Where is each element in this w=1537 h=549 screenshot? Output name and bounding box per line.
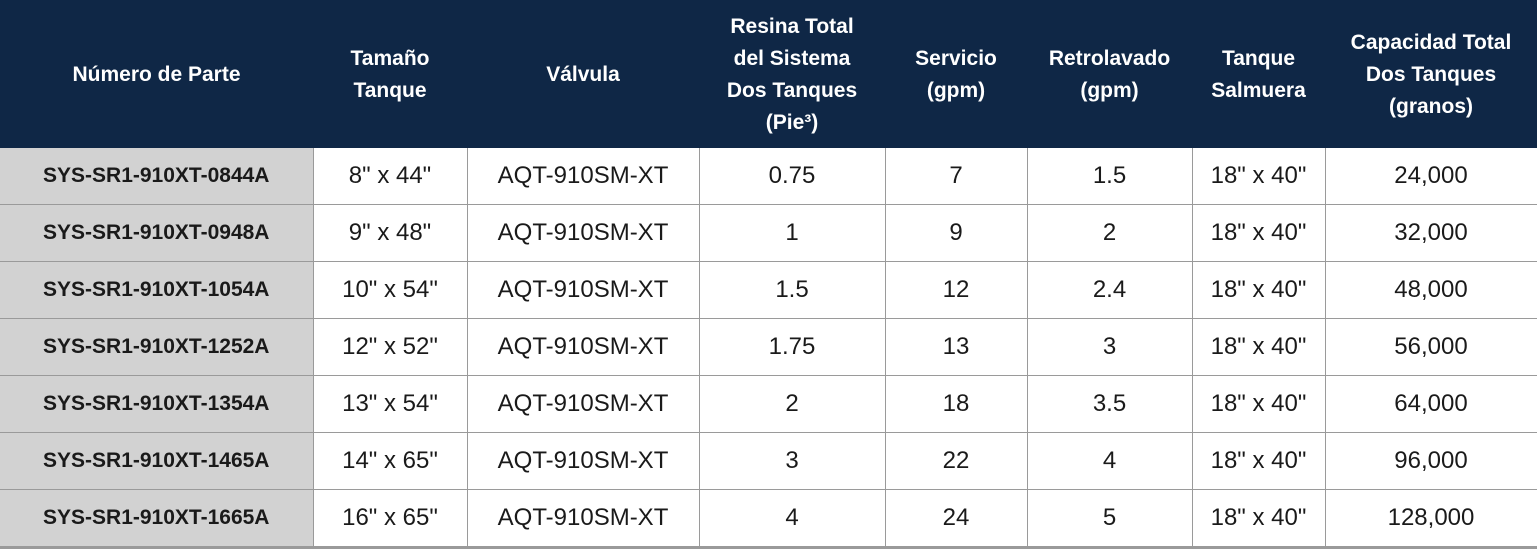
brine-tank-cell: 18" x 40" [1191,489,1325,549]
brine-tank-cell: 18" x 40" [1191,148,1325,205]
table-row: SYS-SR1-910XT-1354A 13" x 54" AQT-910SM-… [0,375,1537,433]
tank-size-cell: 16" x 65" [312,489,467,549]
tank-size-cell: 13" x 54" [312,375,467,433]
capacity-cell: 96,000 [1324,432,1537,490]
part-number-cell: SYS-SR1-910XT-1465A [0,432,313,490]
brine-tank-cell: 18" x 40" [1191,432,1325,490]
capacity-cell: 48,000 [1324,261,1537,319]
resin-cell: 4 [698,489,885,549]
part-number-cell: SYS-SR1-910XT-1354A [0,375,313,433]
capacity-cell: 24,000 [1324,148,1537,205]
header-total-resin: Resina Total del Sistema Dos Tanques (Pi… [699,0,885,148]
part-number-cell: SYS-SR1-910XT-1054A [0,261,313,319]
backwash-cell: 5 [1026,489,1192,549]
header-valve: Válvula [467,0,699,148]
service-cell: 22 [884,432,1027,490]
valve-cell: AQT-910SM-XT [466,375,699,433]
brine-tank-cell: 18" x 40" [1191,261,1325,319]
header-service-flow: Servicio (gpm) [885,0,1027,148]
resin-cell: 0.75 [698,148,885,205]
table-header-row: Número de Parte Tamaño Tanque Válvula Re… [0,0,1537,148]
part-number-cell: SYS-SR1-910XT-0844A [0,148,313,205]
valve-cell: AQT-910SM-XT [466,489,699,549]
table-row: SYS-SR1-910XT-1054A 10" x 54" AQT-910SM-… [0,261,1537,319]
header-brine-tank: Tanque Salmuera [1192,0,1325,148]
resin-cell: 3 [698,432,885,490]
brine-tank-cell: 18" x 40" [1191,375,1325,433]
brine-tank-cell: 18" x 40" [1191,204,1325,262]
tank-size-cell: 12" x 52" [312,318,467,376]
service-cell: 13 [884,318,1027,376]
valve-cell: AQT-910SM-XT [466,261,699,319]
backwash-cell: 2.4 [1026,261,1192,319]
resin-cell: 1.75 [698,318,885,376]
header-total-capacity: Capacidad Total Dos Tanques (granos) [1325,0,1537,148]
valve-cell: AQT-910SM-XT [466,432,699,490]
brine-tank-cell: 18" x 40" [1191,318,1325,376]
header-tank-size: Tamaño Tanque [313,0,467,148]
table-row: SYS-SR1-910XT-1665A 16" x 65" AQT-910SM-… [0,489,1537,549]
resin-cell: 1 [698,204,885,262]
backwash-cell: 4 [1026,432,1192,490]
backwash-cell: 1.5 [1026,148,1192,205]
service-cell: 18 [884,375,1027,433]
tank-size-cell: 9" x 48" [312,204,467,262]
table-row: SYS-SR1-910XT-1252A 12" x 52" AQT-910SM-… [0,318,1537,376]
valve-cell: AQT-910SM-XT [466,148,699,205]
tank-size-cell: 8" x 44" [312,148,467,205]
capacity-cell: 64,000 [1324,375,1537,433]
service-cell: 9 [884,204,1027,262]
part-number-cell: SYS-SR1-910XT-1252A [0,318,313,376]
resin-cell: 2 [698,375,885,433]
resin-cell: 1.5 [698,261,885,319]
table-row: SYS-SR1-910XT-1465A 14" x 65" AQT-910SM-… [0,432,1537,490]
table-row: SYS-SR1-910XT-0948A 9" x 48" AQT-910SM-X… [0,204,1537,262]
header-backwash-flow: Retrolavado (gpm) [1027,0,1192,148]
capacity-cell: 56,000 [1324,318,1537,376]
valve-cell: AQT-910SM-XT [466,318,699,376]
service-cell: 12 [884,261,1027,319]
tank-size-cell: 10" x 54" [312,261,467,319]
service-cell: 24 [884,489,1027,549]
service-cell: 7 [884,148,1027,205]
header-part-number: Número de Parte [0,0,313,148]
valve-cell: AQT-910SM-XT [466,204,699,262]
part-number-cell: SYS-SR1-910XT-1665A [0,489,313,549]
table-row: SYS-SR1-910XT-0844A 8" x 44" AQT-910SM-X… [0,148,1537,205]
backwash-cell: 3 [1026,318,1192,376]
backwash-cell: 2 [1026,204,1192,262]
backwash-cell: 3.5 [1026,375,1192,433]
tank-size-cell: 14" x 65" [312,432,467,490]
capacity-cell: 128,000 [1324,489,1537,549]
part-number-cell: SYS-SR1-910XT-0948A [0,204,313,262]
capacity-cell: 32,000 [1324,204,1537,262]
